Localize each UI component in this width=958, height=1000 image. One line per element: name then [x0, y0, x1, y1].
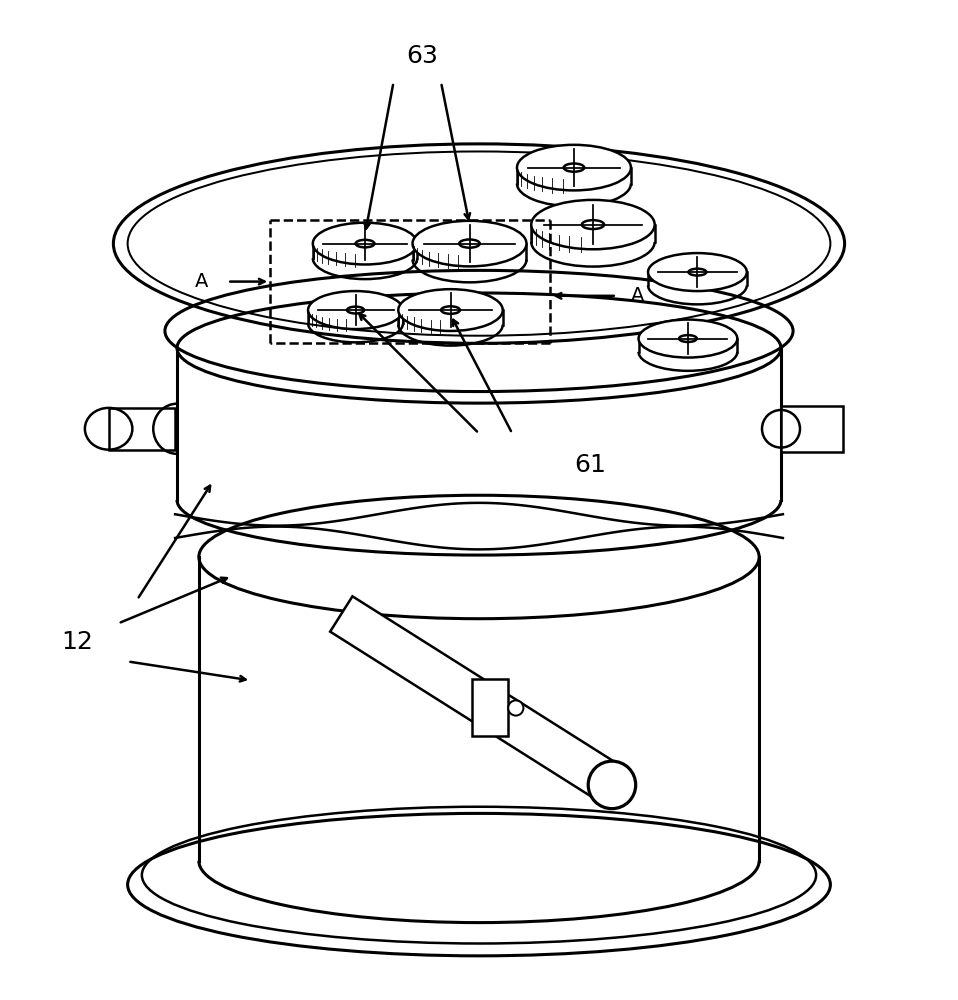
Ellipse shape: [399, 289, 503, 331]
Polygon shape: [331, 596, 623, 803]
Circle shape: [508, 700, 523, 716]
Text: 12: 12: [61, 630, 93, 654]
Ellipse shape: [355, 240, 375, 247]
Text: 61: 61: [574, 453, 605, 477]
Ellipse shape: [648, 253, 747, 291]
Ellipse shape: [413, 221, 527, 266]
Bar: [781, 406, 843, 452]
Bar: [108, 408, 175, 450]
Ellipse shape: [588, 761, 636, 809]
Ellipse shape: [689, 269, 706, 275]
Ellipse shape: [313, 223, 418, 264]
Ellipse shape: [639, 320, 738, 358]
Ellipse shape: [347, 307, 364, 313]
Ellipse shape: [441, 306, 460, 314]
Bar: [472, 679, 508, 736]
Ellipse shape: [582, 220, 604, 229]
Ellipse shape: [679, 335, 696, 342]
Ellipse shape: [532, 200, 654, 249]
Ellipse shape: [459, 239, 480, 248]
Text: A: A: [631, 286, 645, 305]
Ellipse shape: [563, 164, 584, 172]
Ellipse shape: [517, 145, 631, 190]
Ellipse shape: [308, 291, 403, 329]
Text: A: A: [195, 272, 208, 291]
Text: 63: 63: [406, 44, 438, 68]
